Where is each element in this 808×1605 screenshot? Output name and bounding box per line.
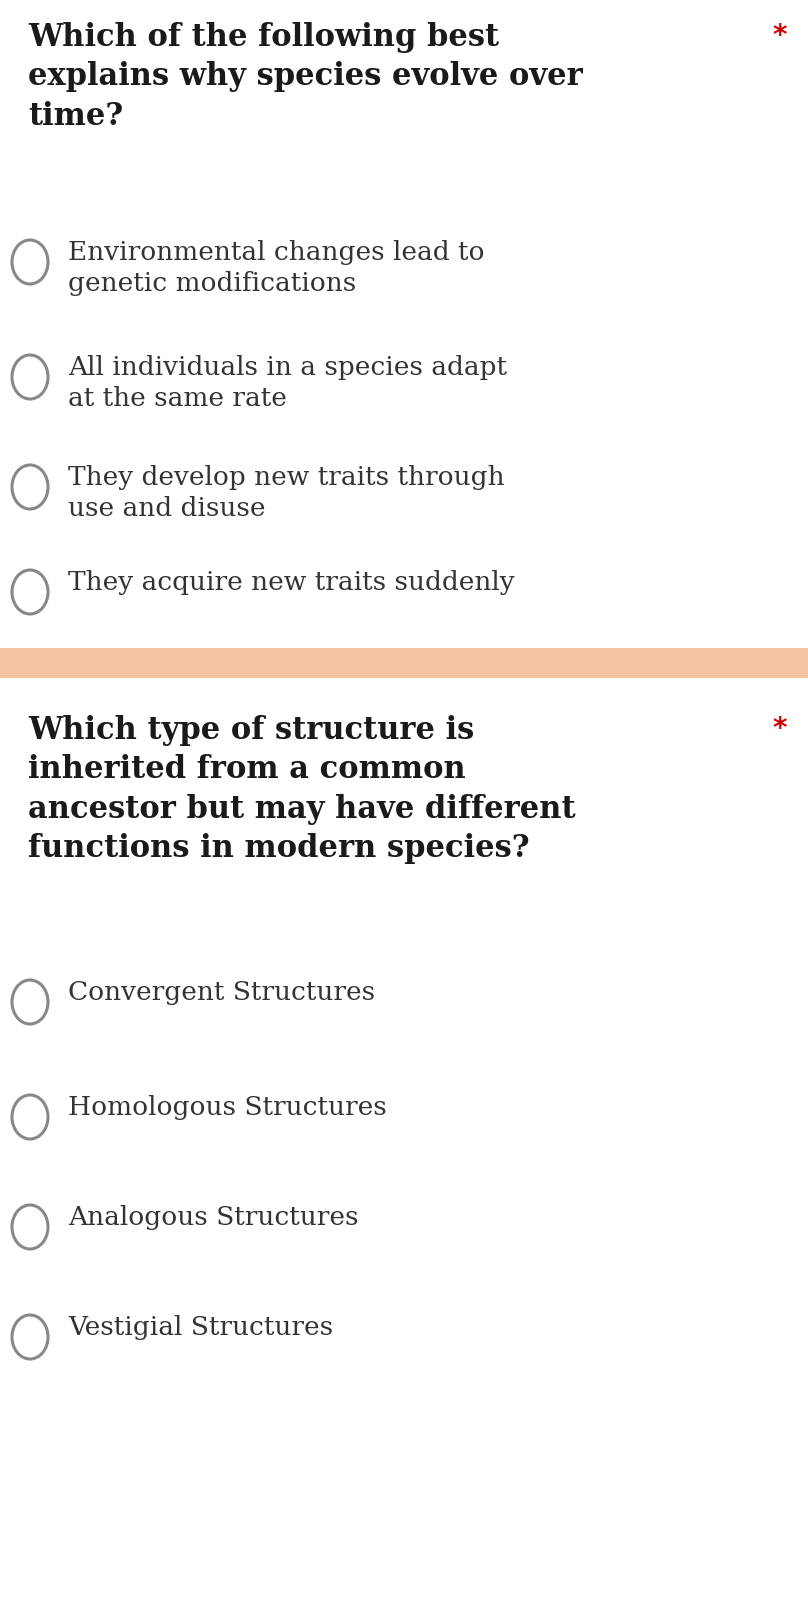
Text: Homologous Structures: Homologous Structures: [68, 1095, 387, 1120]
Text: Convergent Structures: Convergent Structures: [68, 981, 375, 1005]
Text: Environmental changes lead to
genetic modifications: Environmental changes lead to genetic mo…: [68, 241, 485, 295]
Text: They acquire new traits suddenly: They acquire new traits suddenly: [68, 570, 515, 595]
Text: Which type of structure is
inherited from a common
ancestor but may have differe: Which type of structure is inherited fro…: [28, 714, 575, 863]
FancyBboxPatch shape: [0, 648, 808, 677]
Text: Analogous Structures: Analogous Structures: [68, 1205, 359, 1229]
Text: *: *: [772, 22, 786, 50]
Text: They develop new traits through
use and disuse: They develop new traits through use and …: [68, 465, 505, 522]
Text: Which of the following best
explains why species evolve over
time?: Which of the following best explains why…: [28, 22, 583, 132]
Text: All individuals in a species adapt
at the same rate: All individuals in a species adapt at th…: [68, 355, 507, 411]
Text: Vestigial Structures: Vestigial Structures: [68, 1314, 333, 1340]
Text: *: *: [772, 714, 786, 743]
